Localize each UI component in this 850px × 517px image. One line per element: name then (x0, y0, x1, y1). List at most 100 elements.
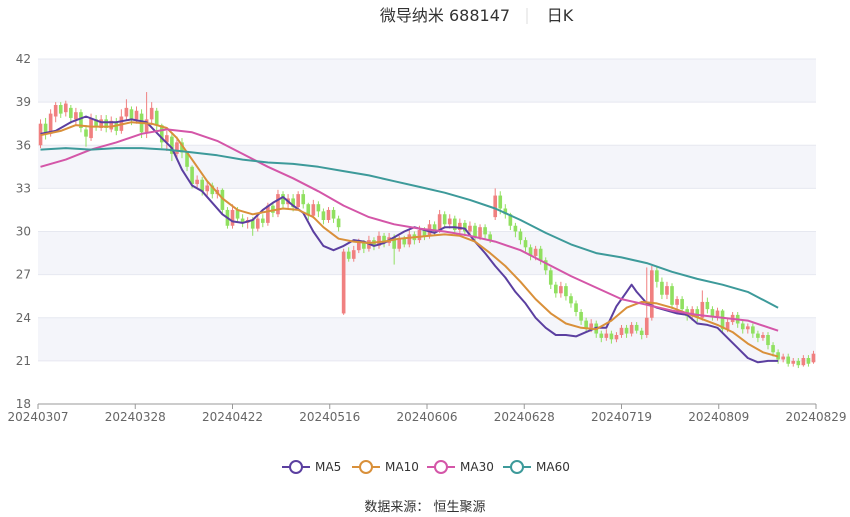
candle-body (346, 251, 351, 259)
candle (781, 353, 785, 363)
legend-item-ma30[interactable]: MA30 (427, 460, 494, 474)
candle (240, 214, 245, 228)
legend-marker (434, 460, 448, 474)
candle-body (341, 251, 346, 314)
candle-body (695, 309, 700, 318)
candle-body (655, 270, 659, 282)
candle-body (473, 225, 477, 238)
candle-body (523, 240, 528, 248)
candle-body (235, 209, 240, 219)
candle (675, 296, 679, 310)
x-tick-label: 20240422 (202, 410, 263, 424)
candle-body (806, 358, 811, 364)
candle-body (114, 122, 119, 131)
candle (629, 322, 634, 337)
candle (614, 332, 619, 343)
candle-body (796, 360, 801, 366)
candle (624, 324, 629, 338)
candle-body (665, 286, 669, 295)
candle (276, 189, 280, 218)
legend-item-ma10[interactable]: MA10 (352, 460, 419, 474)
candle-body (84, 129, 88, 137)
candle-body (614, 335, 619, 340)
candle-body (584, 320, 588, 328)
candle-body (629, 324, 634, 334)
candle-body (240, 218, 245, 223)
candle (639, 327, 644, 340)
candle (316, 201, 321, 218)
candle-body (538, 248, 543, 261)
candle-body (200, 179, 205, 192)
candle (442, 211, 447, 229)
candle-body (195, 179, 199, 185)
plot-bands (38, 59, 816, 404)
candle-body (437, 214, 442, 232)
candle-body (483, 227, 487, 235)
candle (766, 332, 770, 350)
candle-body (402, 238, 407, 245)
candle (336, 215, 341, 232)
candle-body (447, 218, 452, 225)
legend-label: MA60 (536, 460, 570, 474)
candle-body (675, 299, 679, 305)
candle (796, 358, 801, 369)
candle (599, 330, 604, 343)
candle (543, 257, 548, 275)
candle (114, 117, 119, 136)
x-tick-label: 20240829 (785, 410, 846, 424)
candle-body (756, 333, 760, 338)
candle (58, 102, 63, 118)
candle-body (786, 356, 791, 364)
candle (518, 228, 523, 245)
candle-body (255, 218, 260, 229)
candle-body (609, 333, 614, 340)
candle-body (720, 310, 725, 330)
candle (660, 277, 664, 300)
candle-body (392, 237, 396, 249)
candle-body (543, 260, 548, 271)
candle (559, 281, 563, 298)
candle (109, 116, 114, 133)
candle (503, 204, 508, 219)
candle (740, 320, 745, 334)
candle-body (321, 211, 326, 220)
candle (806, 355, 811, 367)
x-tick-label: 20240809 (688, 410, 749, 424)
candle-body (301, 194, 306, 205)
ma-line-ma30 (40, 128, 779, 332)
candle-body (649, 270, 654, 318)
candle-body (533, 248, 538, 256)
candle (159, 123, 164, 149)
y-tick-label: 36 (16, 138, 31, 152)
legend-item-ma5[interactable]: MA5 (282, 460, 341, 474)
candle (377, 231, 381, 249)
candle (452, 215, 457, 235)
candle (341, 248, 346, 315)
candle-body (331, 209, 336, 219)
candle (43, 117, 48, 140)
candle (791, 358, 796, 367)
candle (74, 107, 78, 126)
candle (710, 306, 715, 321)
candle-body (468, 225, 472, 232)
candle (458, 218, 462, 233)
candle-body (53, 105, 58, 117)
candle-body (604, 333, 609, 338)
candle-body (569, 296, 573, 304)
plot-band (38, 59, 816, 103)
legend-item-ma60[interactable]: MA60 (503, 460, 570, 474)
candle (745, 323, 750, 334)
candle-body (89, 117, 93, 139)
x-tick-label: 20240606 (396, 410, 457, 424)
candle (180, 138, 184, 159)
candle (528, 244, 533, 261)
plot-band (38, 188, 816, 232)
candle (609, 330, 614, 344)
candle-body (336, 218, 341, 228)
candle (756, 330, 760, 343)
candle (94, 115, 98, 131)
legend[interactable]: MA5 MA10 MA30 MA60 (282, 460, 570, 474)
x-tick-label: 20240719 (591, 410, 652, 424)
candle (84, 125, 88, 147)
candle-body (458, 222, 462, 231)
